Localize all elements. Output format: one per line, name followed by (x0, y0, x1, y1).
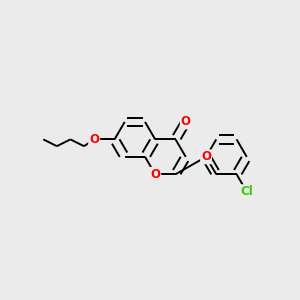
Text: O: O (150, 168, 160, 181)
Text: Cl: Cl (240, 185, 253, 198)
Text: O: O (89, 133, 99, 146)
Text: O: O (201, 150, 211, 163)
Text: O: O (181, 116, 191, 128)
